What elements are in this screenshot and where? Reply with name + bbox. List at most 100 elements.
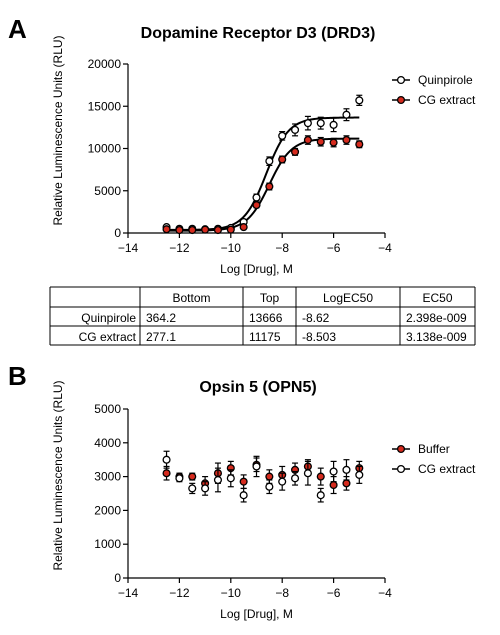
x-tick-label: −4 <box>378 586 392 600</box>
legend-marker <box>396 75 406 85</box>
data-point-series-2 <box>316 137 325 146</box>
y-tick-label: 0 <box>114 226 121 240</box>
table-cell: 13666 <box>249 311 283 325</box>
y-tick-label: 10000 <box>88 142 122 156</box>
legend-label: CG extract <box>418 462 476 476</box>
data-point-series-2 <box>278 477 287 486</box>
x-tick-label: −10 <box>221 586 242 600</box>
chart-opn5: Opsin 5 (OPN5) −14 −12 −10 −8 −6 −4 0 1000 2000 30… <box>51 379 476 621</box>
data-point-series-2 <box>188 225 197 235</box>
fit-curve-1 <box>166 116 360 231</box>
table-cell: -8.62 <box>302 311 330 325</box>
x-tick-label: −12 <box>169 586 190 600</box>
data-point-series-2 <box>316 491 325 500</box>
chart-drd3: Dopamine Receptor D3 (DRD3) −14 −12 −10 −8 −6… <box>51 25 476 276</box>
data-point-series-1 <box>265 157 274 166</box>
x-tick-label: −14 <box>118 586 139 600</box>
table-cell: 364.2 <box>146 311 176 325</box>
legend-label: Quinpirole <box>418 73 473 87</box>
legend-marker <box>396 464 406 474</box>
data-point-series-2 <box>175 225 184 235</box>
x-tick-label: −14 <box>118 241 139 255</box>
y-axis-label: Relative Luminescence Units (RLU) <box>51 35 65 225</box>
data-point-series-1 <box>252 193 261 202</box>
fit-curve-2 <box>166 137 360 232</box>
chart-title: Opsin 5 (OPN5) <box>199 379 316 396</box>
legend-label: Buffer <box>418 442 450 456</box>
data-point-series-2 <box>265 182 274 191</box>
data-point-series-1 <box>342 479 351 488</box>
x-axis-label: Log [Drug], M <box>220 607 293 621</box>
data-point-series-2 <box>213 225 223 235</box>
x-tick-label: −8 <box>275 586 289 600</box>
data-point-series-1 <box>342 110 351 119</box>
table-row-label: CG extract <box>79 330 137 344</box>
data-point-series-2 <box>201 484 210 493</box>
data-point-series-2 <box>162 225 171 234</box>
y-tick-label: 15000 <box>88 99 122 113</box>
x-tick-label: −10 <box>221 241 242 255</box>
data-point-series-2 <box>303 136 312 145</box>
data-point-series-2 <box>226 474 235 483</box>
x-tick-label: −8 <box>275 241 289 255</box>
table-cell: 11175 <box>249 330 281 344</box>
y-tick-label: 1000 <box>94 537 121 551</box>
y-tick-label: 4000 <box>94 436 121 450</box>
data-point-series-1 <box>329 120 338 129</box>
x-tick-label: −4 <box>378 241 392 255</box>
fit-parameters-table: Bottom Top LogEC50 EC50 Quinpirole 364.2 13666… <box>49 286 476 346</box>
data-point-series-2 <box>303 469 312 478</box>
y-tick-label: 5000 <box>94 402 121 416</box>
data-point-series-2 <box>239 491 248 500</box>
y-tick-label: 20000 <box>88 57 122 71</box>
table-header-cell: Bottom <box>172 291 210 305</box>
data-point-series-1 <box>316 472 325 481</box>
data-point-series-2 <box>342 465 351 474</box>
data-point-series-2 <box>342 136 351 145</box>
panel-letter-a: A <box>8 14 27 44</box>
data-point-series-2 <box>201 225 210 234</box>
panel-letter-b: B <box>8 361 27 391</box>
table-cell: -8.503 <box>302 330 336 344</box>
table-header-cell: EC50 <box>422 291 452 305</box>
data-point-series-2 <box>188 484 197 493</box>
x-axis-label: Log [Drug], M <box>220 262 293 276</box>
data-point-series-2 <box>355 470 364 479</box>
data-point-series-2 <box>278 155 287 164</box>
data-point-series-1 <box>316 119 325 128</box>
y-tick-label: 5000 <box>94 184 121 198</box>
legend-marker <box>396 95 406 105</box>
data-point-series-1 <box>188 472 197 481</box>
chart-title: Dopamine Receptor D3 (DRD3) <box>141 25 376 42</box>
data-point-series-2 <box>213 475 223 485</box>
y-tick-label: 3000 <box>94 470 121 484</box>
data-point-series-2 <box>290 147 300 156</box>
data-point-series-1 <box>290 125 300 134</box>
table-header-cell: Top <box>260 291 280 305</box>
data-point-series-1 <box>329 480 338 490</box>
data-point-series-2 <box>175 474 184 483</box>
data-point-series-1 <box>355 96 364 105</box>
table-cell: 3.138e-009 <box>406 330 467 344</box>
data-point-series-1 <box>239 477 248 486</box>
data-point-series-2 <box>290 474 300 483</box>
data-point-series-2 <box>162 455 171 464</box>
data-point-series-2 <box>226 225 235 234</box>
y-axis-label: Relative Luminescence Units (RLU) <box>51 380 65 570</box>
y-tick-label: 0 <box>114 571 121 585</box>
data-point-series-1 <box>278 131 287 140</box>
x-tick-label: −6 <box>327 586 341 600</box>
table-cell: 277.1 <box>146 330 176 344</box>
data-point-series-2 <box>355 140 364 149</box>
data-point-series-2 <box>252 201 261 210</box>
data-point-series-1 <box>303 119 312 128</box>
data-point-series-2 <box>329 467 338 476</box>
table-row-label: Quinpirole <box>81 311 136 325</box>
table-header-cell: LogEC50 <box>323 291 373 305</box>
legend-label: CG extract <box>418 93 476 107</box>
x-tick-label: −12 <box>169 241 190 255</box>
data-point-series-1 <box>162 469 171 478</box>
data-point-series-2 <box>239 223 248 232</box>
legend-marker <box>396 444 406 454</box>
